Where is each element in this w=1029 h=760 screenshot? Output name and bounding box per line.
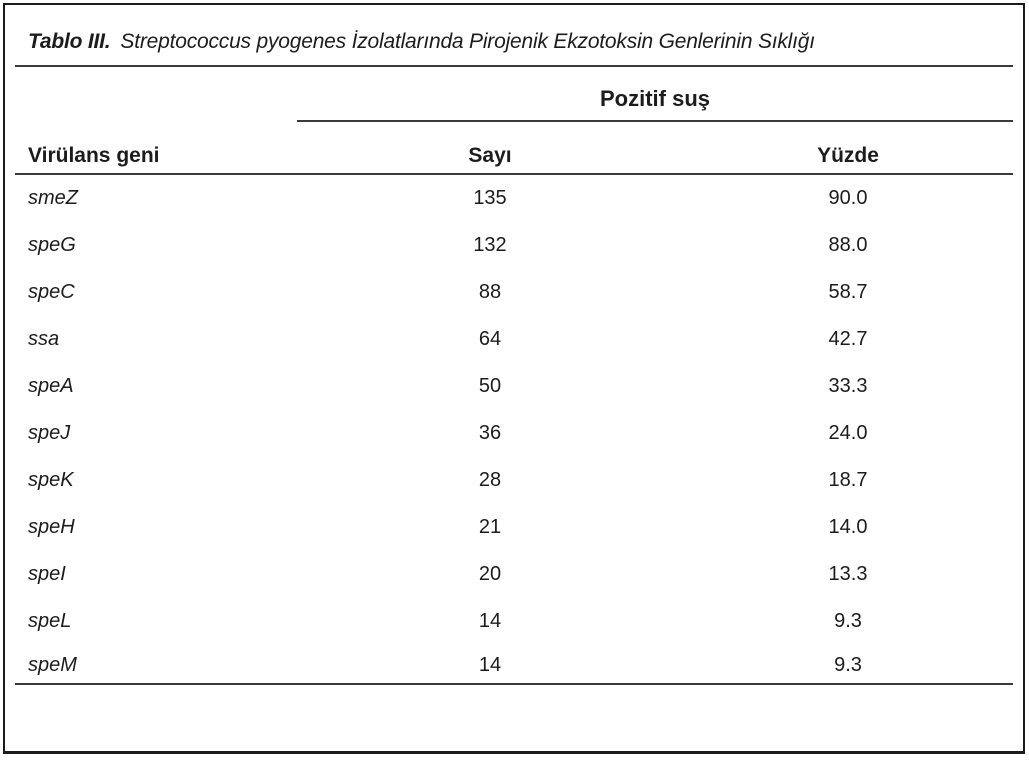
gene-name-cell: speC xyxy=(28,281,75,303)
gene-name-cell: speI xyxy=(28,563,66,585)
table-row: speA 50 33.3 xyxy=(15,363,1013,410)
percent-value-cell: 88.0 xyxy=(828,234,868,256)
table-row: smeZ 135 90.0 xyxy=(15,175,1013,222)
gene-name-cell: speL xyxy=(28,610,72,632)
gene-name-cell: speM xyxy=(28,653,77,676)
percent-value-cell: 13.3 xyxy=(828,563,868,585)
percent-value-cell: 9.3 xyxy=(834,610,862,632)
table-row: speL 14 9.3 xyxy=(15,598,1013,645)
percent-value-cell: 90.0 xyxy=(828,187,868,209)
rule-under-title xyxy=(15,65,1013,67)
table-container: Tablo III. Streptococcus pyogenes İzolatl… xyxy=(15,0,1013,760)
table-row: speK 28 18.7 xyxy=(15,457,1013,504)
table-title-text: Streptococcus pyogenes İzolatlarında Pir… xyxy=(120,30,815,53)
count-value-cell: 14 xyxy=(478,653,502,676)
rule-table-bottom xyxy=(15,683,1013,685)
column-header-count: Sayı xyxy=(468,144,512,167)
gene-name-cell: ssa xyxy=(28,328,60,350)
table-title: Tablo III. Streptococcus pyogenes İzolatl… xyxy=(28,30,1013,54)
page-border-frame xyxy=(3,3,1025,754)
count-value-cell: 135 xyxy=(473,187,507,209)
count-value-cell: 28 xyxy=(478,469,502,491)
rule-under-group-header xyxy=(297,120,1013,122)
table-row: ssa 64 42.7 xyxy=(15,316,1013,363)
count-value-cell: 50 xyxy=(478,375,502,397)
percent-value-cell: 42.7 xyxy=(828,328,868,350)
count-value-cell: 21 xyxy=(478,516,502,538)
gene-name-cell: speH xyxy=(28,516,75,538)
count-value-cell: 88 xyxy=(478,281,502,303)
rule-under-column-headers xyxy=(15,173,1013,175)
gene-name-cell: speG xyxy=(28,234,76,256)
percent-value-cell: 24.0 xyxy=(828,422,868,444)
percent-value-cell: 18.7 xyxy=(828,469,868,491)
group-header-pozitif-sus: Pozitif suş xyxy=(599,86,710,111)
column-header-gene: Virülans geni xyxy=(28,144,160,167)
count-value-cell: 14 xyxy=(478,610,502,632)
percent-value-cell: 9.3 xyxy=(834,653,862,676)
table-rows: smeZ 135 90.0 speG 132 88.0 speC 88 58.7 ssa 64 42.… xyxy=(15,175,1013,685)
column-header-percent: Yüzde xyxy=(817,144,879,167)
table-title-label: Tablo III. xyxy=(28,30,111,53)
gene-name-cell: speJ xyxy=(28,422,71,444)
count-value-cell: 64 xyxy=(478,328,502,350)
table-row: speM 14 9.3 xyxy=(15,645,1013,685)
gene-name-cell: speK xyxy=(28,469,74,491)
gene-name-cell: smeZ xyxy=(28,187,78,209)
percent-value-cell: 33.3 xyxy=(828,375,868,397)
percent-value-cell: 58.7 xyxy=(828,281,868,303)
table-row: speG 132 88.0 xyxy=(15,222,1013,269)
column-header-row: Virülans geni Sayı Yüzde xyxy=(15,144,1013,168)
table-row: speH 21 14.0 xyxy=(15,504,1013,551)
table-row: speI 20 13.3 xyxy=(15,551,1013,598)
gene-name-cell: speA xyxy=(28,375,74,397)
count-value-cell: 36 xyxy=(478,422,502,444)
count-value-cell: 132 xyxy=(473,234,507,256)
count-value-cell: 20 xyxy=(478,563,502,585)
percent-value-cell: 14.0 xyxy=(828,516,868,538)
table-row: speC 88 58.7 xyxy=(15,269,1013,316)
table-row: speJ 36 24.0 xyxy=(15,410,1013,457)
